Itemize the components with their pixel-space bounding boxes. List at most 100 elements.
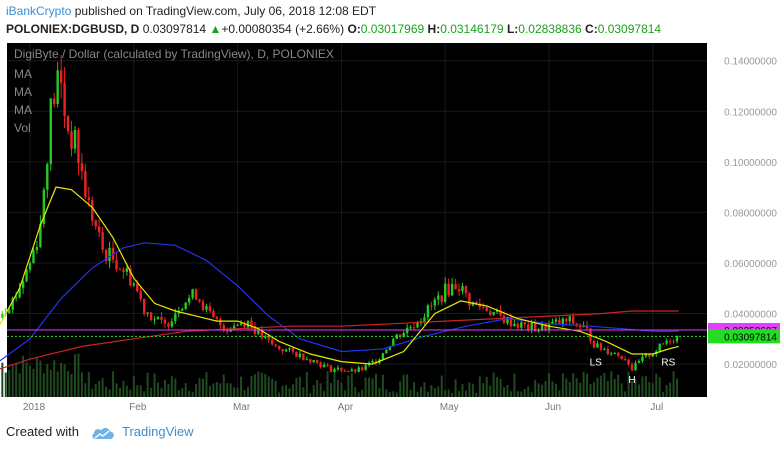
candle-body xyxy=(360,367,364,371)
candle-body xyxy=(139,291,142,299)
volume-bar xyxy=(139,385,142,397)
candle-body xyxy=(236,324,239,326)
y-tick-label: 0.14000000 xyxy=(724,57,777,68)
candle-body xyxy=(260,329,264,338)
volume-bar xyxy=(122,380,125,397)
volume-bar xyxy=(157,382,160,397)
volume-bar xyxy=(447,389,450,397)
volume-bar xyxy=(634,378,637,397)
volume-bar xyxy=(419,386,422,397)
volume-bar xyxy=(624,391,627,397)
change-value: +0.00080354 (+2.66%) xyxy=(221,22,345,36)
volume-bar xyxy=(278,392,281,397)
volume-bar xyxy=(544,381,547,397)
candle-body xyxy=(284,349,288,352)
candle-body xyxy=(215,317,219,319)
author-link[interactable]: iBankCrypto xyxy=(6,4,72,18)
volume-bar xyxy=(506,385,509,397)
candle-body xyxy=(565,318,568,322)
volume-bar xyxy=(499,378,502,397)
volume-bar xyxy=(125,385,128,397)
volume-bar xyxy=(489,385,492,397)
volume-bar xyxy=(167,384,170,397)
symbol-label: POLONIEX:DGBUSD, D xyxy=(6,22,140,36)
candle-body xyxy=(49,98,52,165)
candle-body xyxy=(222,324,225,331)
volume-bar xyxy=(91,388,94,397)
candle-body xyxy=(668,340,672,342)
candle-body xyxy=(153,319,156,321)
volume-bar xyxy=(298,376,301,397)
volume-bar xyxy=(53,360,56,397)
volume-bar xyxy=(458,391,461,397)
high-label: H: xyxy=(427,22,441,36)
candle-body xyxy=(229,330,232,332)
volume-bar xyxy=(323,391,326,397)
volume-bar xyxy=(655,373,658,397)
volume-bar xyxy=(271,378,274,397)
price-badge-label: 0.03097814 xyxy=(724,332,777,343)
candle-body xyxy=(187,297,191,303)
volume-bar xyxy=(527,386,530,397)
indicator-label: MA xyxy=(14,67,32,81)
volume-bar xyxy=(229,383,232,397)
tradingview-link[interactable]: TradingView xyxy=(122,424,194,439)
candle-body xyxy=(101,232,104,250)
x-tick-label: Jul xyxy=(650,402,663,413)
candle-body xyxy=(98,226,101,233)
candle-body xyxy=(174,313,177,322)
candle-body xyxy=(488,311,492,315)
volume-bar xyxy=(198,378,201,397)
volume-bar xyxy=(579,382,582,397)
volume-bar xyxy=(575,378,578,397)
volume-bar xyxy=(94,383,97,397)
candle-body xyxy=(63,82,66,117)
candle-body xyxy=(271,339,274,345)
pattern-label: RS xyxy=(661,357,675,368)
volume-bar xyxy=(153,373,156,397)
candle-body xyxy=(298,353,302,357)
volume-bar xyxy=(226,383,229,397)
volume-bar xyxy=(202,378,204,397)
up-arrow-icon: ▲ xyxy=(209,22,222,36)
volume-bar xyxy=(423,382,426,397)
open-label: O: xyxy=(347,22,361,36)
volume-bar xyxy=(233,387,236,397)
volume-bar xyxy=(326,371,329,397)
candle-body xyxy=(547,323,551,331)
volume-bar xyxy=(478,376,481,397)
candle-body xyxy=(132,283,135,286)
volume-bar xyxy=(330,382,333,397)
candle-body xyxy=(399,334,402,338)
ma-long-line xyxy=(0,310,679,370)
volume-bar xyxy=(132,375,135,397)
candle-body xyxy=(302,353,305,360)
candle-body xyxy=(402,332,405,338)
candle-body xyxy=(620,355,623,360)
published-text: published on TradingView.com, July 06, 2… xyxy=(74,4,377,18)
volume-bar xyxy=(108,389,111,397)
candle-body xyxy=(35,247,39,251)
volume-bar xyxy=(267,376,270,397)
volume-bar xyxy=(250,376,253,397)
candle-body xyxy=(495,309,499,312)
price-chart[interactable]: 0.14000000 0.12000000 0.10000000 0.08000000… xyxy=(0,40,783,414)
candle-body xyxy=(617,352,620,356)
candle-body xyxy=(606,348,610,354)
volume-bar xyxy=(22,355,25,397)
volume-bar xyxy=(513,373,516,397)
volume-bar xyxy=(381,374,384,397)
candle-body xyxy=(509,316,513,327)
volume-bar xyxy=(399,381,402,397)
volume-bar xyxy=(672,371,675,397)
candle-body xyxy=(347,371,350,373)
volume-bar xyxy=(426,391,429,397)
volume-bar xyxy=(143,391,146,397)
volume-bar xyxy=(291,384,294,397)
volume-bar xyxy=(29,365,31,397)
volume-bar xyxy=(413,382,416,397)
candle-body xyxy=(661,343,665,345)
candle-body xyxy=(111,247,115,260)
candle-body xyxy=(575,323,578,326)
volume-bar xyxy=(582,371,585,397)
